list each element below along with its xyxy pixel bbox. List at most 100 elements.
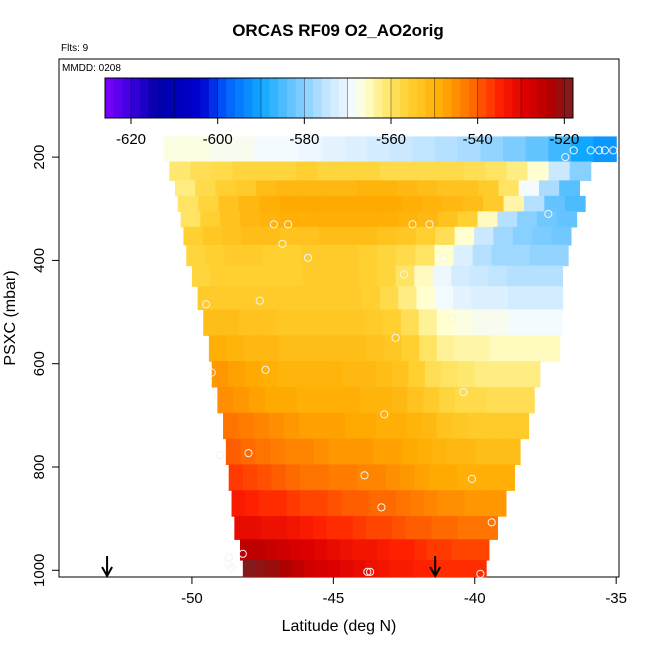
heatmap-cell xyxy=(462,195,484,212)
heatmap-cell xyxy=(396,226,417,246)
heatmap-cell xyxy=(262,244,283,267)
heatmap-cell xyxy=(358,161,381,181)
colorbar-segment xyxy=(209,78,219,118)
heatmap-cell xyxy=(401,539,415,561)
heatmap-cell xyxy=(255,438,271,466)
heatmap-cell xyxy=(512,226,533,246)
colorbar-segment xyxy=(347,78,357,118)
heatmap-cell xyxy=(419,335,438,362)
heatmap-cell xyxy=(485,161,508,181)
heatmap-cell xyxy=(200,211,221,228)
observation-point xyxy=(586,146,595,155)
heatmap-cell xyxy=(482,412,499,440)
colorbar-segment xyxy=(425,78,435,118)
heatmap-cell xyxy=(444,516,459,540)
heatmap-cell xyxy=(384,335,403,362)
colorbar-segment xyxy=(217,78,227,118)
heatmap-cell xyxy=(471,286,491,311)
heatmap-cell xyxy=(485,464,501,491)
heatmap-cell xyxy=(314,438,330,466)
heatmap-cell xyxy=(364,559,378,578)
heatmap-cell xyxy=(361,195,383,212)
heatmap-cell xyxy=(354,490,370,517)
heatmap-cell xyxy=(299,412,316,440)
heatmap-cell xyxy=(299,226,320,246)
heatmap-cell xyxy=(163,136,187,163)
heatmap-cell xyxy=(336,180,358,197)
heatmap-cell xyxy=(401,161,423,181)
heatmap-cell xyxy=(202,226,223,246)
heatmap-cell xyxy=(295,161,318,181)
observation-point xyxy=(255,296,264,305)
heatmap-cell xyxy=(408,361,426,388)
heatmap-cell xyxy=(377,265,397,287)
heatmap-cell xyxy=(258,490,274,517)
observation-point xyxy=(380,410,389,419)
observation-point xyxy=(202,300,211,309)
heatmap-cell xyxy=(389,136,414,163)
x-tick-label: -40 xyxy=(464,590,486,607)
heatmap-cell xyxy=(593,136,617,163)
observation-point xyxy=(561,153,570,162)
y-axis: 200 400 600 800 1000 xyxy=(31,145,59,587)
heatmap-cell xyxy=(322,136,346,163)
heatmap-cell xyxy=(257,309,276,336)
heatmap-cell xyxy=(471,335,491,362)
heatmap-cell xyxy=(312,386,329,414)
heatmap-cell xyxy=(451,539,465,561)
heatmap-cell xyxy=(510,244,531,267)
heatmap-cell xyxy=(299,438,315,466)
heatmap-cell xyxy=(337,161,360,181)
observation-point xyxy=(278,239,287,248)
heatmap-cell xyxy=(284,265,304,287)
heatmap-cell xyxy=(379,516,393,540)
heatmap-cell xyxy=(421,412,438,440)
heatmap-cell xyxy=(274,161,297,181)
heatmap-cell xyxy=(474,361,492,388)
heatmap-cell xyxy=(302,539,316,561)
heatmap-cell xyxy=(471,516,485,540)
heatmap-cell xyxy=(367,136,391,163)
heatmap-cell xyxy=(313,516,328,540)
observation-point xyxy=(569,146,578,155)
heatmap-cell xyxy=(544,309,564,336)
colorbar-segment xyxy=(243,78,253,118)
heatmap-cell xyxy=(296,335,315,362)
heatmap-cell xyxy=(407,386,424,414)
heatmap-cell xyxy=(228,464,244,491)
heatmap-cell xyxy=(493,226,514,246)
heatmap-cell xyxy=(556,211,578,228)
colorbar-segment xyxy=(538,78,548,118)
heatmap-cell xyxy=(381,195,403,212)
heatmap-cell xyxy=(303,265,323,287)
heatmap-cell xyxy=(570,136,595,163)
heatmap-cell xyxy=(358,211,380,228)
heatmap-cell xyxy=(264,539,278,561)
heatmap-cell xyxy=(406,412,423,440)
heatmap-cell xyxy=(169,161,191,181)
heatmap-cell xyxy=(254,136,278,163)
heatmap-cell xyxy=(548,136,572,163)
heatmap-cell xyxy=(186,244,206,267)
heatmap-cell xyxy=(472,244,493,267)
heatmap-cell xyxy=(349,335,368,362)
heatmap-cell xyxy=(435,226,456,246)
heatmap-cell xyxy=(252,286,272,311)
heatmap-cell xyxy=(377,244,397,267)
heatmap-cell xyxy=(434,286,454,311)
heatmap-cell xyxy=(240,438,256,466)
heatmap-cell xyxy=(525,286,545,311)
heatmap-cell xyxy=(244,361,262,388)
heatmap-cell xyxy=(316,161,339,181)
observation-point xyxy=(224,553,233,562)
colorbar-segment xyxy=(131,78,141,118)
heatmap-cell xyxy=(234,516,249,540)
heatmap-cell xyxy=(431,516,446,540)
y-tick-label: 600 xyxy=(31,351,48,376)
observation-point xyxy=(207,368,216,377)
y-axis-label: PSXC (mbar) xyxy=(2,270,19,365)
heatmap-cell xyxy=(397,180,419,197)
heatmap-cell xyxy=(382,490,397,517)
heatmap-cell xyxy=(238,195,260,212)
